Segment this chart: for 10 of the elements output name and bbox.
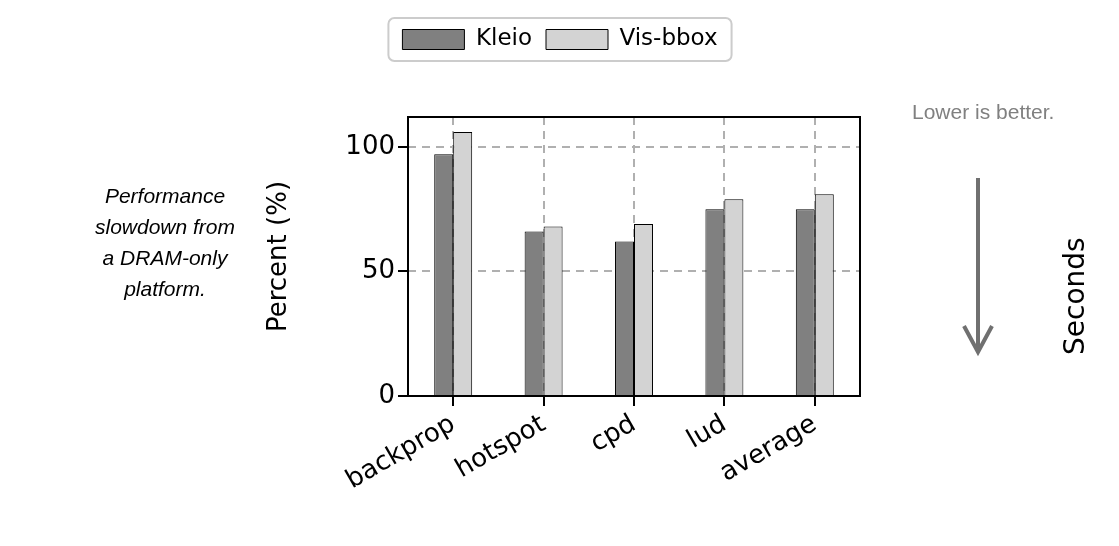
legend-label: Kleio — [475, 24, 533, 51]
text: Lower is better. — [912, 100, 1055, 124]
x-tick-label: cpd — [584, 407, 641, 458]
y-tick-label: 100 — [345, 129, 395, 160]
y-tick-label: 50 — [361, 254, 395, 285]
text: Performance slowdown from a DRAM-only platform. — [93, 183, 237, 302]
y-axis-title: Percent (%) — [262, 180, 293, 333]
legend-label: Vis-bbox — [619, 24, 718, 51]
text: Seconds — [1058, 237, 1091, 355]
y-tick-label: 0 — [378, 378, 395, 409]
